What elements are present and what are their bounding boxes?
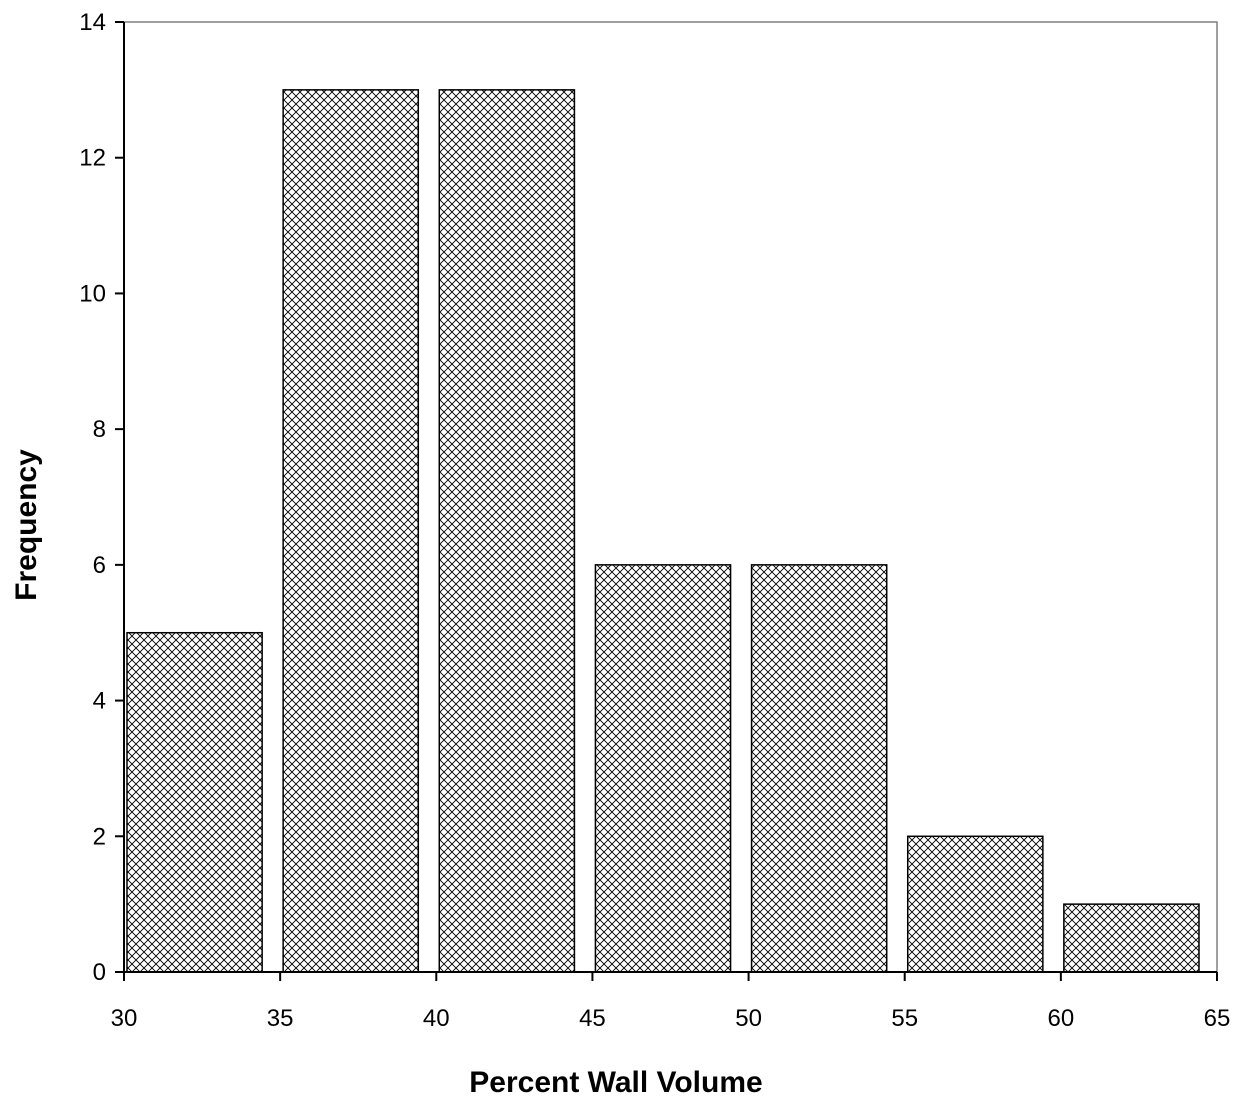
y-tick-label-5: 10 (79, 280, 106, 307)
histogram-bar-2 (438, 89, 576, 973)
x-axis-title: Percent Wall Volume (469, 1066, 762, 1099)
histogram-bar-5 (906, 835, 1044, 973)
y-tick-label-2: 4 (93, 688, 106, 715)
x-tick-label-2: 40 (423, 1005, 450, 1032)
x-tick-label-0: 30 (111, 1005, 138, 1032)
y-tick-label-4: 8 (93, 416, 106, 443)
histogram-bar-0 (126, 631, 263, 973)
x-tick-label-3: 45 (579, 1005, 606, 1032)
x-ticks-group: 30 35 40 45 50 55 60 65 (111, 972, 1231, 1032)
histogram-bar-6 (1063, 903, 1200, 973)
histogram-bar-4 (750, 564, 888, 973)
y-ticks-group: 0 2 4 6 8 10 12 14 (79, 9, 124, 986)
bars-group (126, 89, 1200, 973)
y-tick-label-7: 14 (79, 9, 106, 36)
y-tick-label-1: 2 (93, 823, 106, 850)
x-tick-label-5: 55 (891, 1005, 918, 1032)
y-tick-label-3: 6 (93, 552, 106, 579)
x-tick-label-4: 50 (735, 1005, 762, 1032)
histogram-bar-1 (282, 89, 420, 973)
x-tick-label-6: 60 (1048, 1005, 1075, 1032)
y-tick-label-0: 0 (93, 959, 106, 986)
y-tick-label-6: 12 (79, 145, 106, 172)
x-tick-label-7: 65 (1204, 1005, 1231, 1032)
histogram-bar-3 (594, 564, 732, 973)
x-tick-label-1: 35 (267, 1005, 294, 1032)
y-axis-title: Frequency (10, 449, 43, 601)
